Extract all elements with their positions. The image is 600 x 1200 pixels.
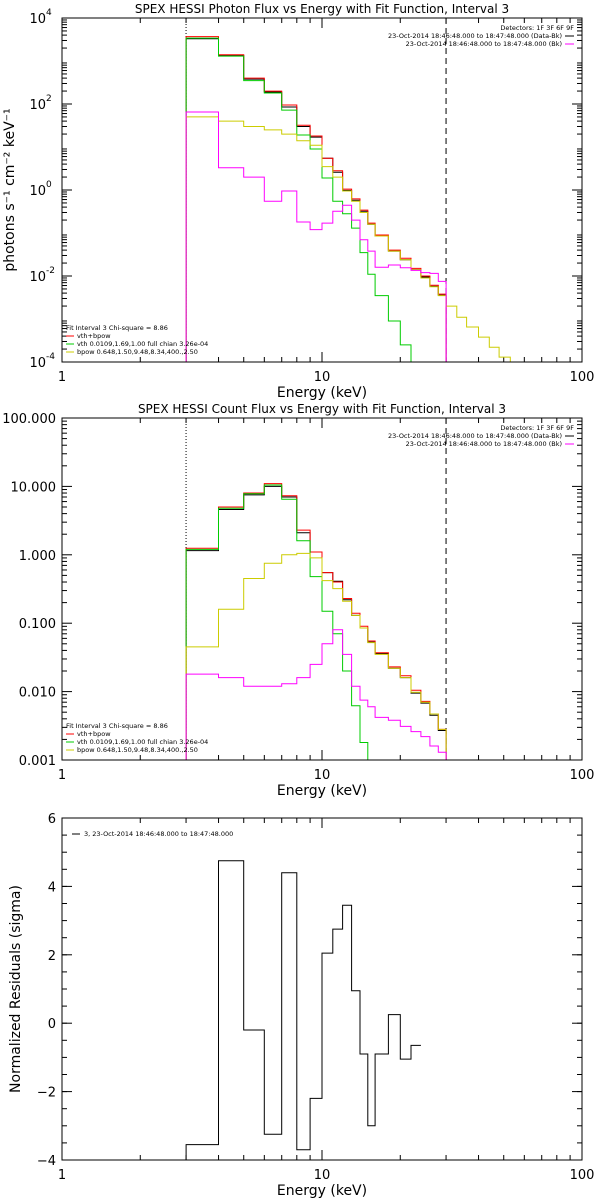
y-tick-exponent: 2 bbox=[46, 94, 52, 104]
x-tick-label: 1 bbox=[58, 370, 66, 385]
y-tick-label: 2 bbox=[48, 949, 56, 964]
series-line-4 bbox=[185, 116, 521, 362]
y-tick-label: 10 bbox=[29, 98, 46, 113]
chart-title: SPEX HESSI Photon Flux vs Energy with Fi… bbox=[135, 2, 509, 16]
y-tick-base: 10 bbox=[29, 356, 46, 371]
legend-entry-text: bpow 0.648,1.50,9.48,8.34,400.,2.50 bbox=[77, 746, 198, 754]
y-tick-label: −4 bbox=[37, 1154, 56, 1169]
y-tick-label: 4 bbox=[48, 880, 56, 895]
chart-panel-2: SPEX HESSI Count Flux vs Energy with Fit… bbox=[2, 402, 594, 799]
series-line-1 bbox=[185, 860, 421, 1160]
y-tick-label: 0.010 bbox=[19, 686, 56, 701]
series-line-3 bbox=[185, 37, 412, 362]
x-tick-label: 100 bbox=[570, 1168, 595, 1183]
series-line-1 bbox=[185, 38, 447, 362]
series-group bbox=[185, 860, 421, 1160]
y-tick-base: 10 bbox=[29, 184, 46, 199]
plot-frame bbox=[61, 417, 583, 761]
series-line-5 bbox=[185, 629, 447, 760]
chart-panel-1: SPEX HESSI Photon Flux vs Energy with Fi… bbox=[2, 2, 594, 401]
series-line-4 bbox=[185, 552, 447, 760]
y-tick-label: 10 bbox=[29, 12, 46, 27]
y-tick-label: −2 bbox=[37, 1086, 56, 1101]
x-tick-label: 10 bbox=[314, 1168, 331, 1183]
legend-entry-text: 23-Oct-2014 18:46:48.000 to 18:47:48.000… bbox=[406, 40, 562, 48]
legend-header: Fit Interval 3 Chi-square = 8.86 bbox=[66, 722, 168, 730]
y-tick-base: 10 bbox=[29, 12, 46, 27]
legend-header: Detectors: 1F 3F 6F 9F bbox=[500, 424, 574, 432]
legend-entry-text: 23-Oct-2014 18:46:48.000 to 18:47:48.000… bbox=[388, 432, 562, 440]
y-tick-label: 10 bbox=[29, 184, 46, 199]
x-tick-label: 100 bbox=[570, 768, 595, 783]
y-tick-label: 10 bbox=[29, 356, 46, 371]
series-line-2 bbox=[185, 483, 447, 760]
y-tick-label: 0.001 bbox=[19, 754, 56, 769]
series-line-3 bbox=[185, 484, 376, 760]
y-tick-base: 10 bbox=[29, 98, 46, 113]
y-tick-label: 100.000 bbox=[2, 412, 56, 427]
y-tick-label: 1.000 bbox=[19, 549, 56, 564]
x-tick-label: 100 bbox=[570, 370, 595, 385]
x-axis-label: Energy (keV) bbox=[277, 783, 367, 799]
y-tick-exponent: 0 bbox=[46, 180, 52, 190]
legend-entry-text: vth 0.0109,1.69,1.00 full chian 3.26e-04 bbox=[77, 738, 208, 746]
y-tick-label: 10.000 bbox=[11, 480, 57, 495]
legend-entry-text: 23-Oct-2014 18:46:48.000 to 18:47:48.000… bbox=[388, 32, 562, 40]
x-axis-label: Energy (keV) bbox=[277, 385, 367, 401]
y-tick-label: 10 bbox=[29, 270, 46, 285]
x-tick-label: 1 bbox=[58, 1168, 66, 1183]
y-axis-label: Normalized Residuals (sigma) bbox=[8, 885, 24, 1093]
legend-entry-text: vth+bpow bbox=[77, 730, 111, 738]
legend-header: Detectors: 1F 3F 6F 9F bbox=[500, 24, 574, 32]
series-group bbox=[185, 36, 521, 362]
legend-entry-text: vth+bpow bbox=[77, 332, 111, 340]
x-axis-label: Energy (keV) bbox=[277, 1183, 367, 1199]
legend-entry-text: bpow 0.648,1.50,9.48,8.34,400.,2.50 bbox=[77, 348, 198, 356]
series-line-1 bbox=[185, 485, 447, 760]
y-axis-label: photons s⁻¹ cm⁻² keV⁻¹ bbox=[2, 108, 18, 271]
x-tick-label: 10 bbox=[314, 370, 331, 385]
series-line-5 bbox=[185, 111, 447, 362]
legend-entry-text: 23-Oct-2014 18:46:48.000 to 18:47:48.000… bbox=[406, 440, 562, 448]
series-line-2 bbox=[185, 36, 447, 362]
legend-header: Fit Interval 3 Chi-square = 8.86 bbox=[66, 324, 168, 332]
y-tick-exponent: 4 bbox=[46, 8, 52, 18]
y-tick-label: 6 bbox=[48, 812, 56, 827]
plot-frame bbox=[61, 817, 583, 1161]
y-tick-exponent: -4 bbox=[46, 352, 55, 362]
chart-title: SPEX HESSI Count Flux vs Energy with Fit… bbox=[138, 402, 506, 416]
chart-panel-3: 1 10 100 Energy (keV) −4 −2 0 2 4 6 Normalized Res… bbox=[8, 812, 594, 1199]
y-tick-label: 0.100 bbox=[19, 617, 56, 632]
legend-entry-text: 3, 23-Oct-2014 18:46:48.000 to 18:47:48.… bbox=[84, 830, 233, 838]
y-tick-exponent: -2 bbox=[46, 266, 55, 276]
plot-frame bbox=[61, 17, 583, 363]
legend-entry-text: vth 0.0109,1.69,1.00 full chian 3.26e-04 bbox=[77, 340, 208, 348]
y-tick-base: 10 bbox=[29, 270, 46, 285]
series-group bbox=[185, 483, 447, 760]
x-tick-label: 10 bbox=[314, 768, 331, 783]
y-tick-label: 0 bbox=[48, 1017, 56, 1032]
x-tick-label: 1 bbox=[58, 768, 66, 783]
